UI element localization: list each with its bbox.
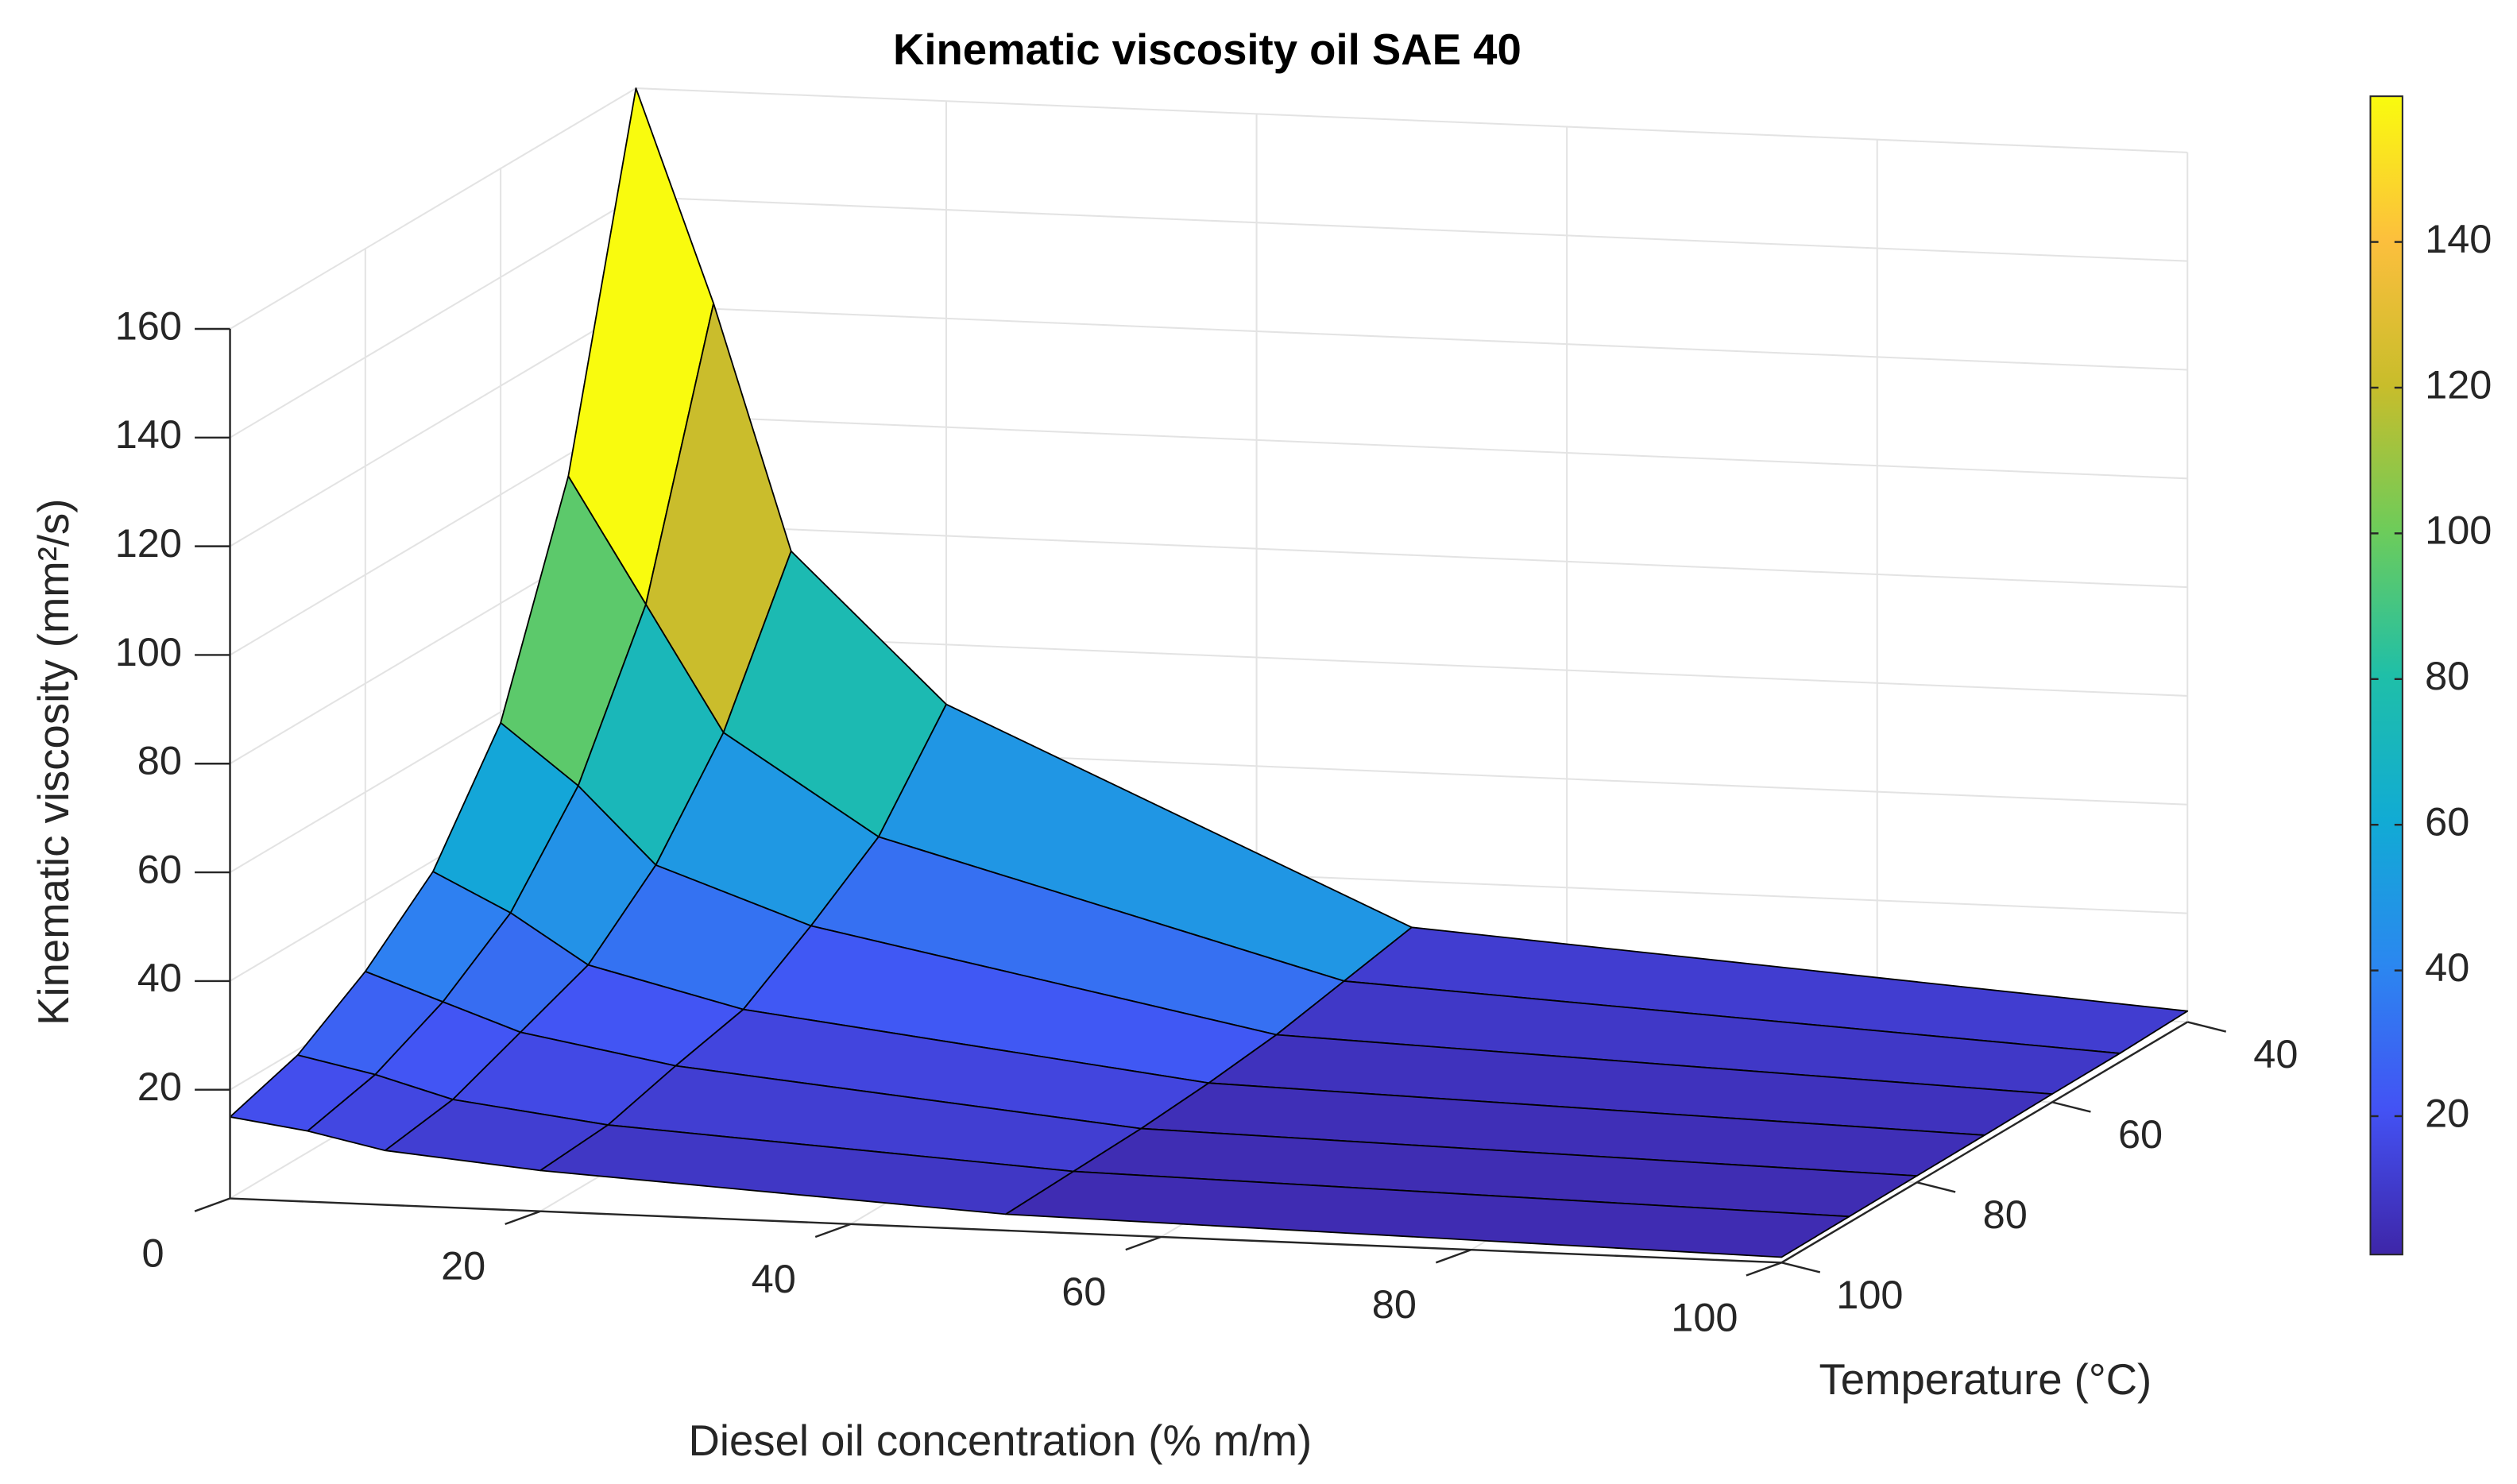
y-tick-label: 60 bbox=[2118, 1111, 2163, 1157]
x-tick bbox=[194, 1197, 230, 1212]
grid-line bbox=[636, 413, 2188, 480]
z-tick-label: 40 bbox=[137, 955, 182, 1000]
x-tick bbox=[1435, 1249, 1472, 1264]
y-tick-label: 80 bbox=[1983, 1192, 2028, 1237]
y-tick-label: 40 bbox=[2253, 1031, 2298, 1076]
x-tick-label: 20 bbox=[441, 1243, 485, 1289]
grid-line bbox=[636, 87, 2188, 153]
y-tick bbox=[2051, 1101, 2091, 1113]
grid-line bbox=[636, 631, 2188, 697]
z-tick-label: 140 bbox=[115, 412, 182, 457]
z-axis-label: Kinematic viscosity (mm²/s) bbox=[29, 499, 78, 1026]
z-tick-label: 160 bbox=[115, 303, 182, 348]
colorbar-tick-label: 140 bbox=[2425, 216, 2492, 261]
grid-line bbox=[230, 196, 636, 439]
x-tick bbox=[505, 1210, 541, 1225]
colorbar-tick-label: 80 bbox=[2425, 653, 2469, 698]
grid-line bbox=[636, 304, 2188, 371]
y-axis-label: Temperature (°C) bbox=[1819, 1355, 2152, 1404]
y-tick bbox=[1781, 1262, 1821, 1273]
grid-line bbox=[636, 522, 2188, 589]
x-tick-label: 80 bbox=[1372, 1281, 1417, 1327]
x-tick-label: 40 bbox=[752, 1256, 796, 1301]
y-axis bbox=[1780, 1021, 2188, 1264]
chart-title: Kinematic viscosity oil SAE 40 bbox=[893, 25, 1521, 74]
surface-face bbox=[1005, 1170, 1850, 1258]
colorbar-tick-label: 40 bbox=[2425, 945, 2469, 990]
y-tick-label: 100 bbox=[1836, 1272, 1903, 1317]
z-tick-label: 100 bbox=[115, 629, 182, 674]
x-axis-label: Diesel oil concentration (% m/m) bbox=[689, 1416, 1313, 1465]
z-tick-label: 60 bbox=[137, 846, 182, 891]
x-tick bbox=[1746, 1262, 1782, 1277]
x-tick-label: 100 bbox=[1671, 1294, 1738, 1339]
z-tick-label: 80 bbox=[137, 738, 182, 783]
y-tick bbox=[2186, 1021, 2227, 1033]
x-axis bbox=[230, 1197, 1782, 1264]
colorbar bbox=[2369, 95, 2403, 1256]
grid-line bbox=[636, 195, 2188, 262]
grid-line bbox=[230, 304, 636, 547]
grid-line bbox=[230, 87, 636, 330]
y-tick bbox=[1916, 1181, 1956, 1193]
x-tick bbox=[1125, 1235, 1162, 1251]
colorbar-tick-label: 120 bbox=[2425, 361, 2492, 407]
grid-line bbox=[230, 413, 636, 656]
z-tick-label: 120 bbox=[115, 520, 182, 566]
colorbar-tick-label: 60 bbox=[2425, 799, 2469, 844]
colorbar-tick-label: 20 bbox=[2425, 1090, 2469, 1135]
x-tick bbox=[814, 1223, 852, 1239]
x-tick-label: 60 bbox=[1061, 1269, 1106, 1314]
z-tick-label: 20 bbox=[137, 1064, 182, 1109]
colorbar-tick-label: 100 bbox=[2425, 508, 2492, 553]
x-tick-label: 0 bbox=[142, 1231, 164, 1276]
